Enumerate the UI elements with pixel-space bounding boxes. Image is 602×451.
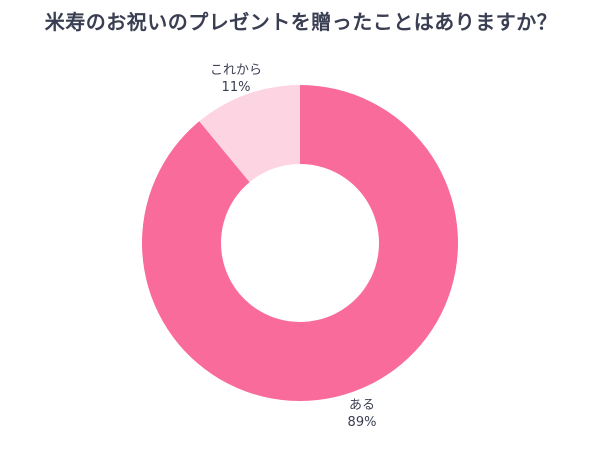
slice-label-1: これから: [210, 63, 262, 78]
chart-title: 米寿のお祝いのプレゼントを贈ったことはありますか？: [44, 10, 558, 34]
slice-1: [199, 85, 300, 183]
slice-label-0: ある: [349, 398, 375, 413]
slice-value-label-0: 89%: [348, 415, 377, 430]
donut-slices: [142, 85, 459, 401]
slice-labels: ある 89% これから 11%: [210, 63, 376, 430]
slice-value-label-1: 11%: [222, 80, 251, 95]
slice-0: [142, 85, 459, 401]
